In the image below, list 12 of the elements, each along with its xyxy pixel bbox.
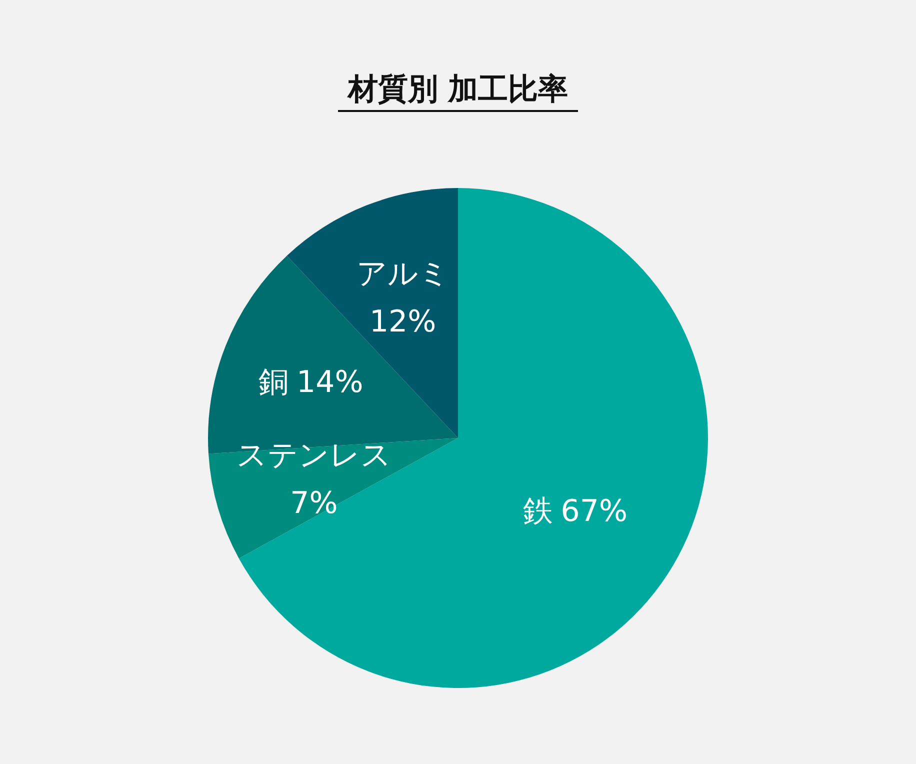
slice-label: 銅 — [258, 364, 289, 400]
pie-slice — [208, 438, 458, 558]
chart-title: 材質別 加工比率 — [346, 72, 568, 107]
data-label: 14% — [296, 364, 364, 400]
slice-label: 鉄 — [522, 494, 553, 529]
slice-label: ステンレス — [236, 438, 392, 473]
data-label: 12% — [369, 304, 436, 340]
slice-label: アルミ — [356, 256, 450, 292]
pie-slice — [238, 188, 708, 688]
data-label: 67% — [560, 494, 628, 529]
pie-slice — [286, 188, 458, 438]
data-label: 7% — [290, 486, 338, 521]
